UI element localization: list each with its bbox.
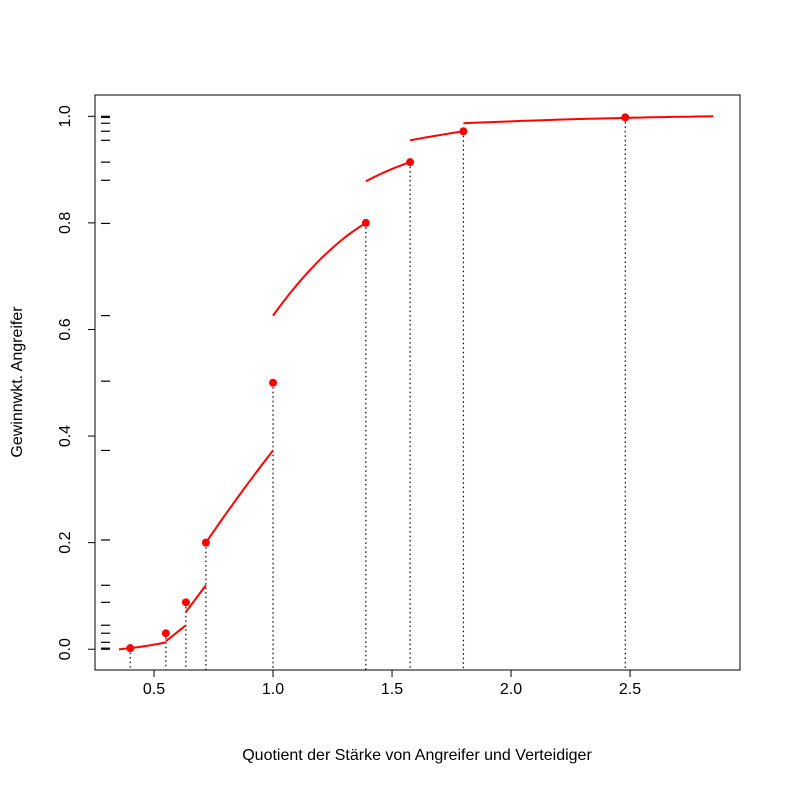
curve-segment [409,130,464,142]
curve-segment [205,449,274,544]
x-tick-label: 1.5 [381,681,403,698]
curve-segment [463,115,714,125]
data-point [459,127,468,136]
data-point [621,113,630,122]
y-axis-title: Gewinnwkt. Angreifer [9,306,26,458]
curve-segment [185,584,207,613]
data-point [406,158,415,167]
y-tick-label: 0.6 [57,318,74,340]
data-point [201,538,210,547]
plot-marks [101,113,714,670]
curve-segment [165,624,187,643]
y-tick-label: 0.8 [57,212,74,234]
curve-segment [272,222,367,317]
axes: 0.5 1.0 1.5 2.0 2.5 0.0 0.2 0.4 0.6 0.8 1.0 [57,105,641,698]
curve-segment [365,161,411,183]
curve-segment [118,641,167,651]
x-axis-title: Quotient der Stärke von Angreifer und Ve… [242,747,592,764]
x-tick-label: 2.0 [500,681,522,698]
data-point [361,218,370,227]
data-point [269,378,278,387]
y-tick-label: 0.2 [57,531,74,553]
data-point [126,644,135,653]
x-tick-label: 0.5 [143,681,165,698]
y-tick-label: 0.0 [57,638,74,660]
y-tick-label: 1.0 [57,105,74,127]
data-point [161,629,170,638]
x-tick-label: 1.0 [262,681,284,698]
y-tick-label: 0.4 [57,425,74,447]
x-tick-label: 2.5 [619,681,641,698]
data-point [181,598,190,607]
plot-frame [94,94,741,671]
